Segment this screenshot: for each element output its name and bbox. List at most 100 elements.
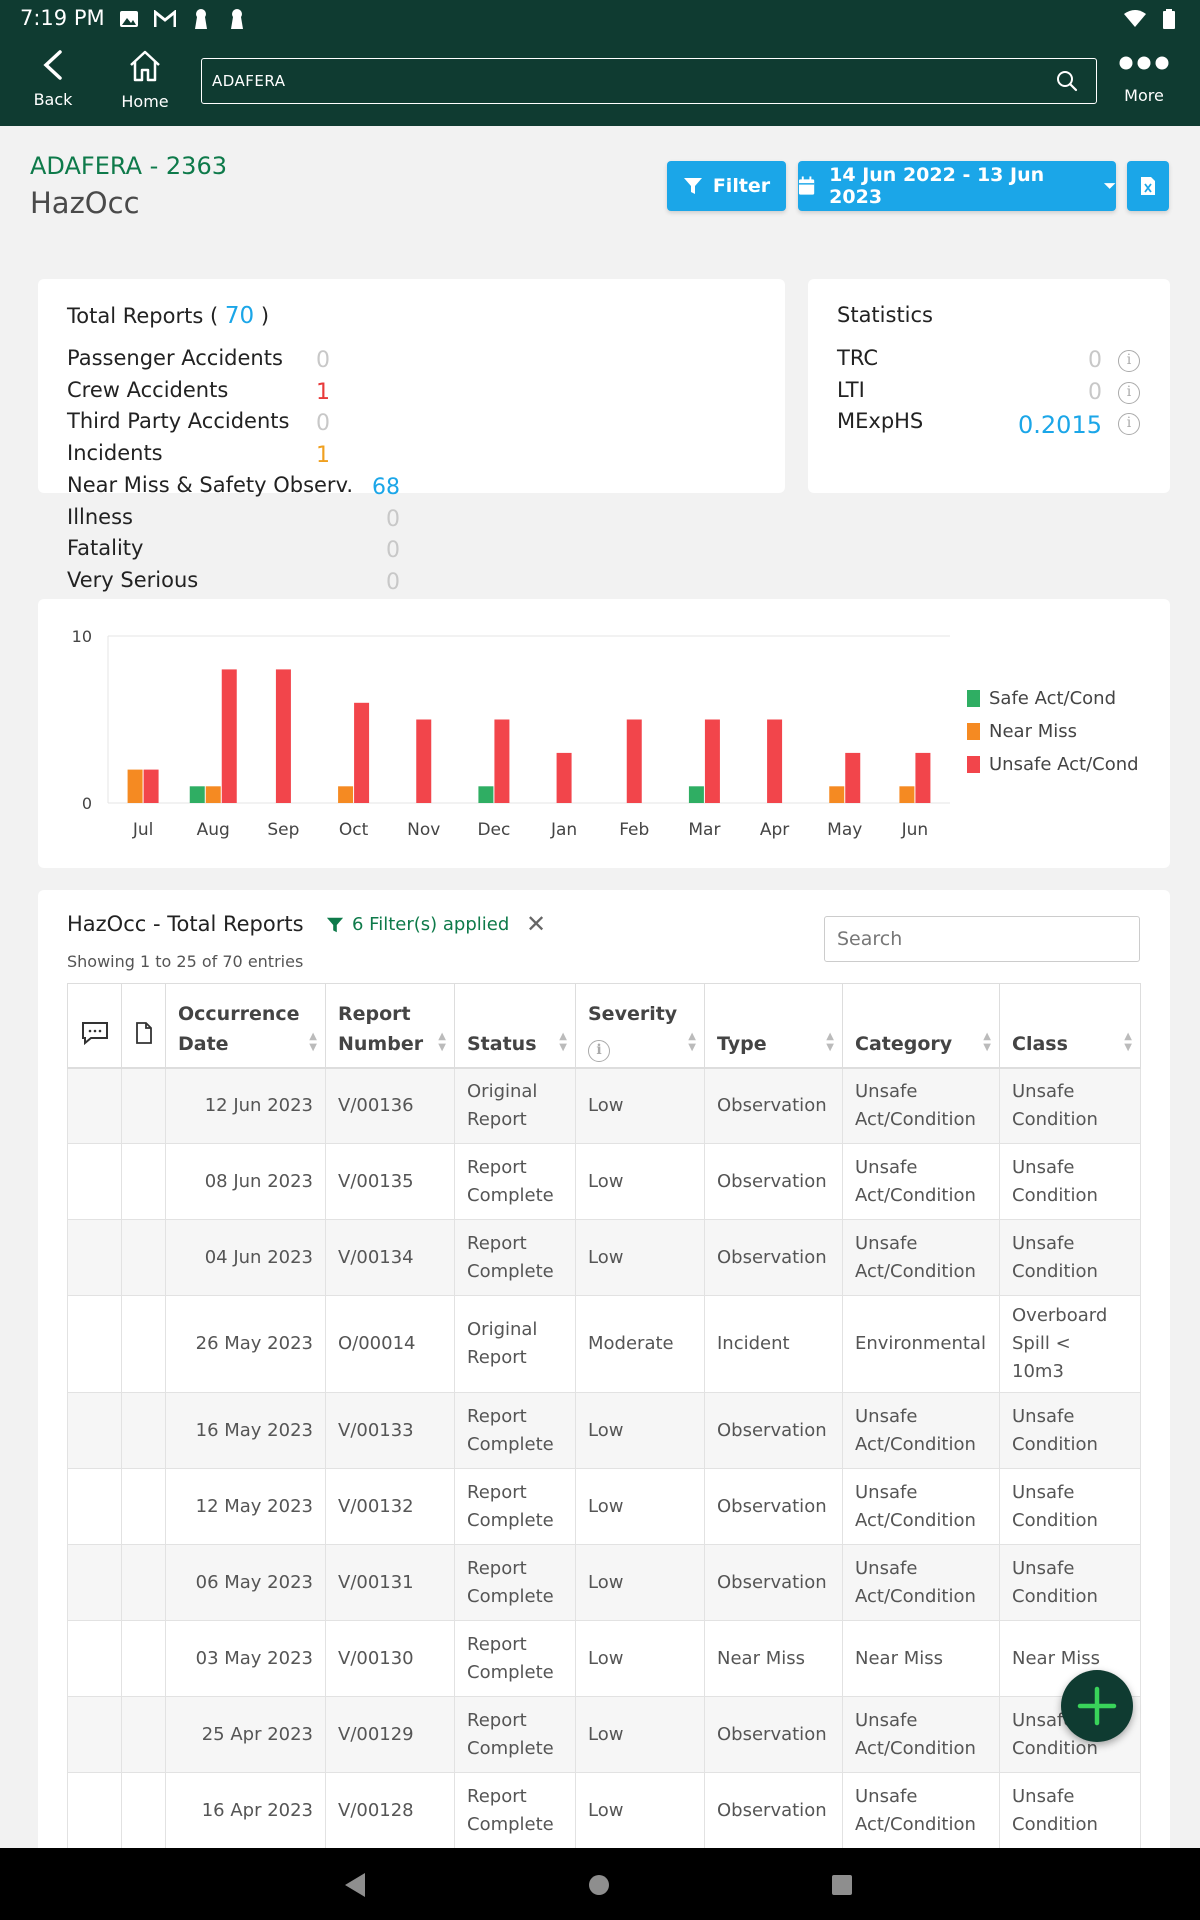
legend-item[interactable]: Safe Act/Cond	[967, 688, 1116, 709]
statistic-label: LTI	[837, 377, 865, 402]
filter-label: Filter	[712, 175, 771, 197]
category-cell: Near Miss	[842, 1620, 1000, 1697]
total-row-value[interactable]: 0	[386, 538, 400, 564]
statistic-label: MExpHS	[837, 409, 924, 434]
total-reports-count[interactable]: 70	[224, 303, 255, 329]
type-cell: Observation	[704, 1067, 843, 1144]
x-tick-label: Oct	[339, 820, 369, 840]
export-excel-button[interactable]	[1127, 161, 1169, 211]
severity-cell: Low	[575, 1392, 705, 1469]
home-button[interactable]: Home	[100, 48, 190, 111]
total-row-label: Crew Accidents	[67, 377, 229, 402]
legend-item[interactable]: Near Miss	[967, 721, 1077, 742]
total-row-value[interactable]: 0	[386, 506, 400, 532]
table-row[interactable]: 26 May 2023 O/00014 Original Report Moderat…	[67, 1295, 1141, 1393]
statistics-card	[808, 279, 1170, 493]
table-row[interactable]: 16 May 2023 V/00133 Report Complete Low Obse…	[67, 1392, 1141, 1469]
report-number-header[interactable]: Report Number ▲ ▼	[325, 983, 455, 1069]
x-tick-label: Mar	[688, 820, 720, 840]
type-cell: Observation	[704, 1544, 843, 1621]
home-label: Home	[121, 92, 169, 111]
total-row-value[interactable]: 68	[372, 474, 400, 500]
table-row[interactable]: 12 May 2023 V/00132 Report Complete Low Obse…	[67, 1468, 1141, 1545]
bar-unsafe-act-cond	[354, 702, 370, 803]
filter-button[interactable]: Filter	[667, 161, 786, 211]
x-tick-label: Apr	[760, 820, 789, 840]
nav-home-icon[interactable]	[588, 1874, 610, 1896]
x-tick-label: Sep	[267, 820, 299, 840]
type-cell: Near Miss	[704, 1620, 843, 1697]
comment-cell	[67, 1067, 122, 1144]
comments-column-header[interactable]	[67, 983, 122, 1069]
attachment-column-header[interactable]	[121, 983, 166, 1069]
info-icon[interactable]: i	[1118, 350, 1140, 372]
back-button[interactable]: Back	[8, 48, 98, 109]
table-row[interactable]: 25 Apr 2023 V/00129 Report Complete Low Obse…	[67, 1696, 1141, 1773]
status-cell: Report Complete	[454, 1772, 576, 1849]
filters-applied-indicator[interactable]: 6 Filter(s) applied	[326, 914, 509, 935]
info-icon[interactable]: i	[1118, 381, 1140, 404]
occurrence-date-cell: 12 May 2023	[165, 1468, 326, 1545]
total-row-value[interactable]: 0	[316, 411, 330, 437]
table-row[interactable]: 04 Jun 2023 V/00134 Report Complete Low Obse…	[67, 1219, 1141, 1296]
funnel-icon	[326, 917, 344, 932]
severity-cell: Low	[575, 1696, 705, 1773]
table-header-row: Occurrence Date ▲ ▼ Report Number ▲ ▼ Status…	[67, 983, 1141, 1069]
comment-cell	[67, 1468, 122, 1545]
status-cell: Report Complete	[454, 1392, 576, 1469]
report-number-link[interactable]: V/00128	[325, 1772, 455, 1849]
severity-cell: Low	[575, 1468, 705, 1545]
type-header[interactable]: Type ▲ ▼	[704, 983, 843, 1069]
severity-header[interactable]: Severity i ▲ ▼	[575, 983, 705, 1069]
report-number-link[interactable]: V/00136	[325, 1067, 455, 1144]
clear-filters-icon[interactable]: ✕	[526, 910, 547, 938]
table-search-input[interactable]	[824, 916, 1140, 962]
status-cell: Report Complete	[454, 1620, 576, 1697]
legend-swatch	[967, 756, 980, 773]
table-row[interactable]: 06 May 2023 V/00131 Report Complete Low Obse…	[67, 1544, 1141, 1621]
document-icon	[135, 1021, 152, 1044]
report-number-link[interactable]: V/00134	[325, 1219, 455, 1296]
global-search-input[interactable]: ADAFERA	[201, 58, 1097, 104]
caret-down-icon	[1103, 183, 1116, 189]
report-number-link[interactable]: V/00135	[325, 1143, 455, 1220]
calendar-icon	[798, 176, 815, 195]
legend-label: Unsafe Act/Cond	[989, 754, 1139, 775]
bar-unsafe-act-cond	[221, 669, 237, 803]
report-number-link[interactable]: V/00129	[325, 1696, 455, 1773]
occurrence-date-header[interactable]: Occurrence Date ▲ ▼	[165, 983, 326, 1069]
report-number-link[interactable]: V/00131	[325, 1544, 455, 1621]
category-header[interactable]: Category ▲ ▼	[842, 983, 1000, 1069]
report-number-link[interactable]: V/00130	[325, 1620, 455, 1697]
search-icon[interactable]	[1056, 70, 1078, 92]
wifi-icon	[1124, 8, 1146, 30]
total-row-value[interactable]: 0	[316, 348, 330, 373]
report-number-link[interactable]: O/00014	[325, 1295, 455, 1393]
nav-recents-icon[interactable]	[832, 1875, 852, 1895]
table-row[interactable]: 16 Apr 2023 V/00128 Report Complete Low Obse…	[67, 1772, 1141, 1849]
report-number-link[interactable]: V/00132	[325, 1468, 455, 1545]
info-icon[interactable]: i	[1118, 413, 1140, 436]
total-row-value[interactable]: 0	[386, 569, 400, 595]
class-cell: Unsafe Condition	[999, 1143, 1141, 1220]
report-number-link[interactable]: V/00133	[325, 1392, 455, 1469]
total-reports-card	[38, 279, 785, 493]
total-row-label: Fatality	[67, 536, 144, 561]
table-row[interactable]: 03 May 2023 V/00130 Report Complete Low Near…	[67, 1620, 1141, 1697]
table-row[interactable]: 12 Jun 2023 V/00136 Original Report Low Obse…	[67, 1067, 1141, 1144]
date-range-button[interactable]: 14 Jun 2022 - 13 Jun 2023	[798, 161, 1116, 211]
total-row-value[interactable]: 1	[316, 443, 330, 469]
table-row[interactable]: 08 Jun 2023 V/00135 Report Complete Low Obse…	[67, 1143, 1141, 1220]
status-header[interactable]: Status ▲ ▼	[454, 983, 576, 1069]
nav-back-icon[interactable]	[343, 1872, 367, 1898]
total-row-value[interactable]: 1	[316, 379, 330, 405]
type-cell: Observation	[704, 1143, 843, 1220]
add-report-button[interactable]	[1061, 1670, 1133, 1742]
legend-item[interactable]: Unsafe Act/Cond	[967, 754, 1139, 775]
severity-info-icon[interactable]: i	[588, 1039, 610, 1062]
status-cell: Report Complete	[454, 1544, 576, 1621]
class-header[interactable]: Class ▲ ▼	[999, 983, 1141, 1069]
more-button[interactable]: More	[1099, 48, 1189, 105]
x-tick-label: Aug	[197, 820, 230, 840]
occurrence-date-cell: 26 May 2023	[165, 1295, 326, 1393]
